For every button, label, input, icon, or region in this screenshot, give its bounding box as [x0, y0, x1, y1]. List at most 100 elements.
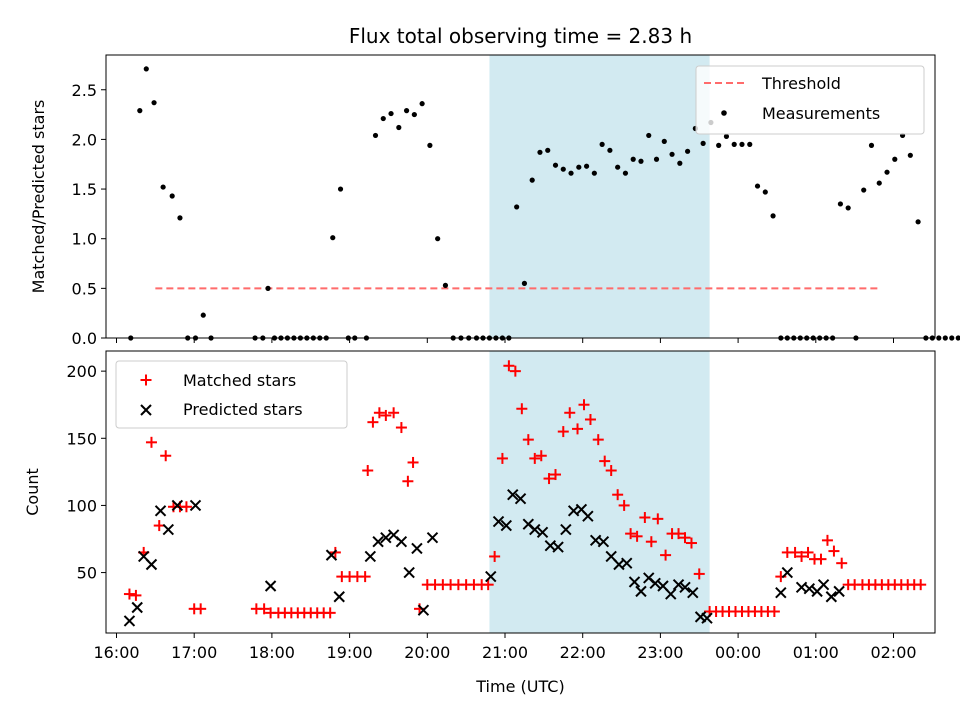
predicted-star-point — [825, 591, 838, 603]
predicted-star-point — [162, 523, 175, 536]
legend-measurements-label: Measurements — [762, 104, 880, 123]
matched-star-point — [915, 579, 927, 591]
x-tick-label: 23:00 — [637, 643, 683, 662]
measurement-point — [419, 101, 425, 107]
matched-star-point — [802, 546, 814, 558]
measurement-point — [638, 158, 644, 164]
matched-star-point — [652, 513, 664, 525]
matched-star-point — [123, 588, 135, 600]
predicted-star-point — [635, 585, 647, 598]
matched-star-point — [578, 399, 590, 411]
legend-matched-label: Matched stars — [183, 371, 296, 390]
top-y-ticks: 0.0 0.5 1.0 1.5 2.0 2.5 — [72, 81, 106, 348]
predicted-star-point — [628, 576, 641, 588]
predicted-star-point — [264, 580, 277, 592]
legend-threshold-label: Threshold — [761, 74, 841, 93]
shaded-span — [489, 351, 710, 633]
predicted-star-point — [325, 549, 338, 561]
measurement-point — [403, 108, 410, 114]
measurement-point — [622, 170, 629, 176]
count-points — [123, 360, 927, 627]
top-x-ticks — [116, 338, 894, 343]
predicted-star-point — [687, 587, 699, 599]
measurement-point — [388, 110, 394, 117]
measurement-point — [552, 162, 559, 168]
x-tick-label: 02:00 — [870, 643, 916, 662]
predicted-star-point — [582, 510, 594, 522]
y-tick-label: 0.0 — [72, 329, 97, 348]
matched-star-point — [489, 550, 501, 562]
bottom-axes-frame — [105, 350, 936, 634]
measurement-point — [876, 180, 882, 186]
predicted-star-point — [529, 523, 541, 536]
matched-star-point — [496, 452, 508, 464]
matched-star-point — [407, 456, 419, 468]
measurement-point — [677, 160, 683, 166]
measurement-point — [653, 156, 660, 162]
predicted-star-point — [426, 531, 439, 544]
measurement-point — [576, 164, 582, 170]
matched-star-point — [373, 407, 385, 419]
predicted-star-point — [417, 604, 430, 616]
matched-star-point — [516, 403, 528, 415]
measurement-point — [723, 133, 730, 140]
predicted-star-point — [403, 566, 415, 579]
predicted-star-point — [372, 535, 384, 548]
matched-star-point — [402, 475, 414, 487]
predicted-star-point — [131, 601, 143, 614]
predicted-star-point — [649, 577, 661, 590]
predicted-star-point — [803, 582, 816, 595]
measurement-point — [716, 142, 722, 148]
measurement-point — [700, 140, 706, 146]
matched-star-point — [631, 530, 643, 542]
matched-star-point — [145, 436, 157, 448]
predicted-star-point — [621, 557, 633, 569]
matched-star-point — [605, 465, 617, 477]
matched-star-point — [482, 579, 494, 591]
x-tick-label: 18:00 — [249, 643, 295, 662]
matched-star-point — [564, 407, 576, 419]
measurement-point — [337, 186, 344, 192]
predicted-star-point — [597, 535, 610, 548]
measurement-point — [646, 132, 652, 139]
top-legend: Threshold Measurements — [695, 65, 925, 135]
predicted-star-point — [171, 499, 184, 512]
measurement-point — [731, 141, 737, 147]
measurement-point — [435, 236, 441, 242]
matched-star-point — [359, 571, 371, 583]
matched-star-point — [543, 473, 555, 485]
measurement-point — [868, 142, 875, 148]
measurement-point — [739, 141, 745, 147]
predicted-star-point — [665, 588, 677, 600]
y-tick-label: 0.5 — [72, 279, 97, 298]
bottom-legend: Matched stars Predicted stars — [115, 360, 348, 429]
predicted-star-point — [817, 578, 830, 591]
bottom-x-ticks: 16:00 17:00 18:00 19:00 20:00 21:00 22:00 23:00… — [93, 633, 917, 662]
matched-star-point — [195, 603, 207, 615]
measurement-point — [837, 201, 844, 207]
measurement-point — [845, 205, 851, 211]
measurement-point — [568, 170, 574, 176]
y-tick-label: 2.5 — [72, 81, 97, 100]
matched-star-point — [584, 413, 596, 425]
measurement-point — [169, 193, 175, 199]
top-panel: 0.0 0.5 1.0 1.5 2.0 2.5 Flux total observing … — [29, 24, 960, 348]
measurement-point — [892, 156, 898, 162]
x-tick-label: 16:00 — [93, 643, 139, 662]
legend-matched-swatch — [140, 374, 152, 386]
measurement-point — [137, 108, 143, 114]
matched-star-point — [815, 553, 827, 565]
matched-star-point — [529, 452, 541, 464]
predicted-star-point — [333, 591, 345, 603]
chart-title: Flux total observing time = 2.83 h — [349, 24, 692, 48]
predicted-star-point — [380, 531, 392, 544]
measurement-point — [545, 147, 551, 153]
predicted-star-point — [552, 541, 564, 553]
predicted-star-point — [514, 493, 527, 505]
y-tick-label: 100 — [66, 496, 97, 515]
matched-star-point — [557, 426, 569, 438]
predicted-star-point — [679, 581, 691, 594]
matched-star-point — [639, 512, 651, 524]
x-tick-label: 00:00 — [715, 643, 761, 662]
